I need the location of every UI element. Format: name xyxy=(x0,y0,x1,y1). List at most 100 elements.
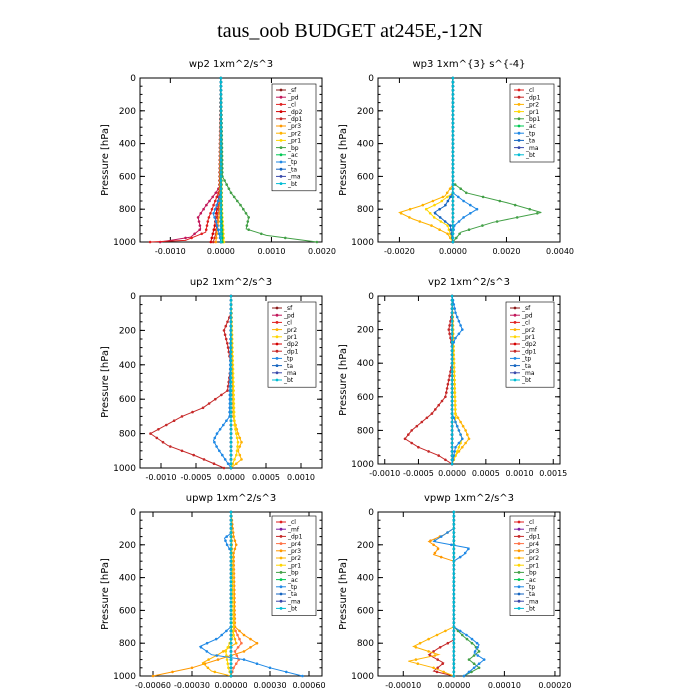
legend-label: _cl xyxy=(525,87,534,94)
series-marker xyxy=(433,551,437,555)
x-tick-label: 0.0005 xyxy=(472,469,500,478)
series-marker xyxy=(469,212,472,215)
legend-marker xyxy=(517,88,521,92)
series-marker xyxy=(457,429,461,432)
legend-label: _tp xyxy=(287,159,297,166)
series-marker xyxy=(495,220,499,223)
series-marker xyxy=(231,372,235,375)
series-marker xyxy=(430,412,434,415)
legend-label: _bt xyxy=(525,152,536,159)
y-tick-label: 800 xyxy=(119,639,136,649)
series-marker xyxy=(149,432,152,435)
series-marker xyxy=(446,641,450,645)
series-marker xyxy=(470,641,474,645)
legend-label: _bt xyxy=(283,377,294,384)
series-marker xyxy=(212,228,216,231)
series-pr2 xyxy=(398,76,455,244)
series-marker xyxy=(451,187,455,190)
legend-marker xyxy=(513,328,517,331)
series-marker xyxy=(477,666,481,670)
series-pr3 xyxy=(151,510,259,678)
series-marker xyxy=(452,543,456,547)
legend-label: _bt xyxy=(287,606,298,613)
series-marker xyxy=(219,220,223,223)
y-tick-label: 600 xyxy=(119,395,136,405)
series-marker xyxy=(219,203,223,207)
y-tick-label: 200 xyxy=(119,326,136,336)
series-marker xyxy=(430,224,433,227)
series-marker xyxy=(205,650,209,653)
series-marker xyxy=(215,654,219,657)
legend-marker xyxy=(517,563,521,567)
legend-marker xyxy=(279,549,283,553)
series-marker xyxy=(435,633,439,637)
series-marker xyxy=(432,216,436,219)
series-marker xyxy=(458,629,462,633)
series-marker xyxy=(454,445,457,449)
legend-marker xyxy=(513,357,517,360)
series-marker xyxy=(229,527,233,530)
series-marker xyxy=(434,408,437,411)
legend-label: _ta xyxy=(525,591,535,598)
series-marker xyxy=(425,416,429,420)
series-marker xyxy=(451,236,455,240)
series-marker xyxy=(235,449,239,453)
series-marker xyxy=(205,224,209,227)
series-marker xyxy=(472,666,476,670)
legend-marker xyxy=(279,535,283,538)
series-marker xyxy=(229,564,233,567)
series-marker xyxy=(190,236,193,240)
series-marker xyxy=(229,658,233,661)
legend-label: _pr1 xyxy=(287,138,301,145)
series-marker xyxy=(450,462,454,466)
series-marker xyxy=(229,307,233,311)
series-marker xyxy=(454,311,457,315)
series-marker xyxy=(225,535,228,538)
series-marker xyxy=(450,403,454,407)
series-marker xyxy=(231,367,235,371)
series-marker xyxy=(414,658,418,661)
series-marker xyxy=(219,179,223,182)
legend-label: _pr3 xyxy=(525,548,539,555)
series-marker xyxy=(450,391,454,394)
series-marker xyxy=(229,316,233,319)
series-bt xyxy=(452,510,456,678)
series-marker xyxy=(457,332,461,336)
panel-title: upwp 1xm^2/s^3 xyxy=(186,493,276,504)
series-marker xyxy=(229,423,233,427)
series-marker xyxy=(219,171,223,174)
series-marker xyxy=(457,195,460,199)
legend-label: _pr2 xyxy=(283,327,297,334)
series-marker xyxy=(217,220,220,223)
legend-marker xyxy=(517,153,521,157)
series-marker xyxy=(229,376,233,380)
series-marker xyxy=(233,650,237,653)
series-marker xyxy=(155,436,159,440)
series-line xyxy=(160,78,222,243)
legend-label: _ta xyxy=(525,138,535,145)
series-marker xyxy=(229,670,233,674)
series-marker xyxy=(213,436,217,440)
series-marker xyxy=(219,166,223,170)
series-marker xyxy=(452,510,456,514)
series-marker xyxy=(229,613,233,616)
series-marker xyxy=(458,555,462,559)
series-marker xyxy=(452,617,456,620)
series-marker xyxy=(450,429,454,432)
series-marker xyxy=(437,454,441,457)
series-marker xyxy=(455,424,459,428)
legend-label: _pr2 xyxy=(525,102,539,109)
series-line xyxy=(433,78,454,243)
series-marker xyxy=(444,395,447,399)
series-marker xyxy=(465,633,468,637)
series-marker xyxy=(229,641,233,645)
series-marker xyxy=(461,424,465,428)
x-tick-label: 0.0005 xyxy=(252,473,280,482)
series-marker xyxy=(451,84,455,88)
series-marker xyxy=(219,142,223,145)
y-tick-label: 800 xyxy=(119,430,136,440)
series-marker xyxy=(242,658,246,661)
y-tick-label: 400 xyxy=(119,574,136,584)
series-marker xyxy=(421,203,425,207)
series-marker xyxy=(441,195,445,199)
